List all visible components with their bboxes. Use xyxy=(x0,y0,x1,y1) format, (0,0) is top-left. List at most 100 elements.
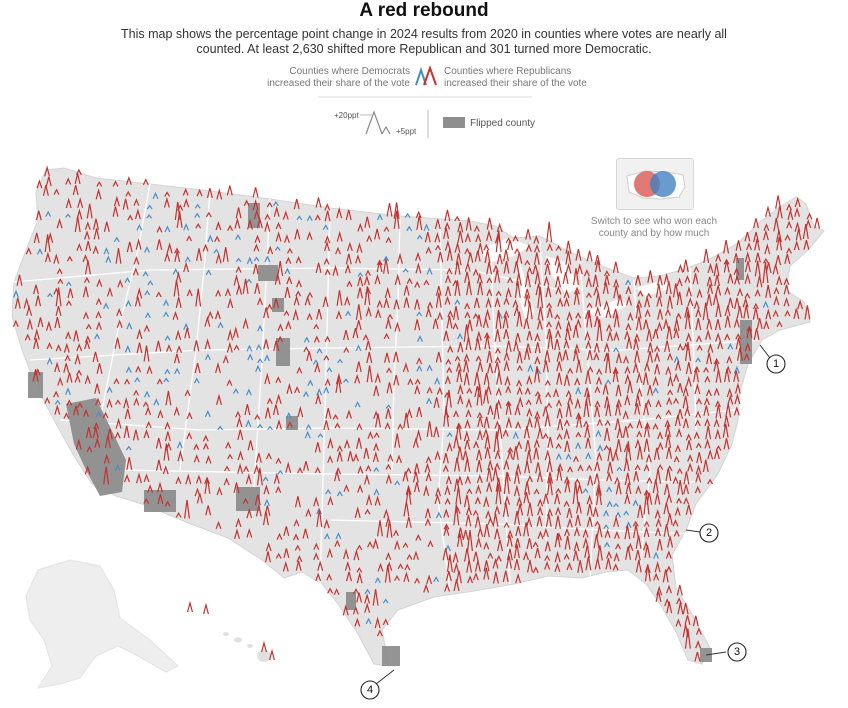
republican-shift-spike xyxy=(524,273,531,288)
republican-shift-spike xyxy=(344,561,351,571)
republican-shift-spike xyxy=(344,438,350,449)
republican-shift-spike xyxy=(423,583,430,593)
republican-shift-spike xyxy=(446,366,453,373)
republican-shift-spike xyxy=(684,406,691,417)
republican-shift-spike xyxy=(424,508,431,519)
republican-shift-spike xyxy=(526,516,533,528)
republican-shift-spike xyxy=(457,393,464,405)
republican-shift-spike xyxy=(695,627,702,635)
republican-shift-spike xyxy=(157,494,164,505)
republican-shift-spike xyxy=(263,484,270,495)
republican-shift-spike xyxy=(353,588,359,595)
republican-shift-spike xyxy=(477,243,484,255)
republican-shift-spike xyxy=(516,252,523,264)
democrat-shift-spike xyxy=(164,368,171,375)
republican-shift-spike xyxy=(555,319,562,330)
republican-shift-spike xyxy=(483,243,490,251)
republican-shift-spike xyxy=(46,342,53,350)
republican-shift-spike xyxy=(505,402,512,415)
republican-shift-spike xyxy=(797,299,804,310)
republican-shift-spike xyxy=(563,374,570,387)
republican-shift-spike xyxy=(327,495,334,506)
republican-shift-spike xyxy=(415,429,422,441)
republican-shift-spike xyxy=(495,309,502,329)
democrat-shift-spike xyxy=(125,366,132,373)
republican-shift-spike xyxy=(306,351,313,362)
republican-shift-spike xyxy=(724,333,731,341)
republican-shift-spike xyxy=(173,280,180,297)
republican-shift-spike xyxy=(237,450,244,461)
republican-shift-spike xyxy=(575,318,582,328)
republican-shift-spike xyxy=(606,550,612,559)
republican-shift-spike xyxy=(447,345,454,353)
republican-shift-spike xyxy=(226,341,233,353)
republican-shift-spike xyxy=(435,486,442,497)
republican-shift-spike xyxy=(707,262,714,274)
map-toggle-button[interactable] xyxy=(616,158,694,210)
republican-shift-spike xyxy=(376,259,383,266)
republican-shift-spike xyxy=(76,208,83,220)
republican-shift-spike xyxy=(495,230,502,253)
democrat-shift-spike xyxy=(416,234,423,240)
republican-shift-spike xyxy=(705,425,712,440)
republican-shift-spike xyxy=(44,396,51,404)
democrat-shift-spike xyxy=(146,214,152,219)
republican-shift-spike xyxy=(613,285,620,299)
republican-shift-spike xyxy=(367,540,373,548)
republican-shift-spike xyxy=(205,211,212,218)
republican-shift-spike xyxy=(625,483,632,495)
republican-shift-spike xyxy=(143,429,150,439)
republican-shift-spike xyxy=(702,459,709,473)
republican-shift-spike xyxy=(275,376,282,384)
republican-shift-spike xyxy=(666,513,673,526)
republican-shift-spike xyxy=(457,342,464,353)
republican-shift-spike xyxy=(323,518,330,529)
republican-shift-spike xyxy=(753,218,759,229)
republican-shift-spike xyxy=(592,274,599,288)
republican-shift-spike xyxy=(133,256,140,265)
alaska-landmass xyxy=(25,559,179,689)
republican-shift-spike xyxy=(207,311,214,319)
republican-shift-spike xyxy=(635,559,642,573)
republican-shift-spike xyxy=(486,229,492,241)
republican-shift-spike xyxy=(756,318,763,330)
republican-shift-spike xyxy=(594,255,601,266)
republican-shift-spike xyxy=(494,269,501,283)
republican-shift-spike xyxy=(534,391,541,397)
republican-shift-spike xyxy=(733,406,740,416)
republican-shift-spike xyxy=(445,286,452,297)
republican-shift-spike xyxy=(355,304,362,320)
republican-shift-spike xyxy=(293,533,299,541)
republican-shift-spike xyxy=(765,262,772,274)
republican-shift-spike xyxy=(484,435,491,449)
republican-shift-spike xyxy=(75,438,82,450)
republican-shift-spike xyxy=(427,301,433,309)
republican-shift-spike xyxy=(56,217,63,229)
republican-shift-spike xyxy=(416,215,423,230)
democrat-shift-spike xyxy=(267,425,273,431)
republican-shift-spike xyxy=(532,541,539,548)
republican-shift-spike xyxy=(546,307,553,319)
republican-shift-spike xyxy=(434,493,441,504)
republican-shift-spike xyxy=(585,275,592,288)
republican-shift-spike xyxy=(654,364,661,375)
democrat-shift-spike xyxy=(176,440,183,449)
republican-shift-spike xyxy=(186,288,193,297)
republican-shift-spike xyxy=(534,342,541,354)
democrat-shift-spike xyxy=(232,388,239,394)
republican-shift-spike xyxy=(393,374,400,386)
republican-shift-spike xyxy=(366,351,373,364)
republican-shift-spike xyxy=(415,262,422,274)
republican-shift-spike xyxy=(334,471,340,482)
republican-shift-spike xyxy=(346,241,353,252)
republican-shift-spike xyxy=(703,397,710,406)
democrat-shift-spike xyxy=(263,498,270,507)
republican-shift-spike xyxy=(343,484,350,492)
republican-shift-spike xyxy=(53,253,60,264)
republican-shift-spike xyxy=(273,205,280,217)
republican-shift-spike xyxy=(713,360,720,372)
republican-shift-spike xyxy=(635,316,642,331)
republican-shift-spike xyxy=(666,584,672,594)
republican-shift-spike xyxy=(442,452,449,464)
republican-shift-spike xyxy=(656,321,663,331)
